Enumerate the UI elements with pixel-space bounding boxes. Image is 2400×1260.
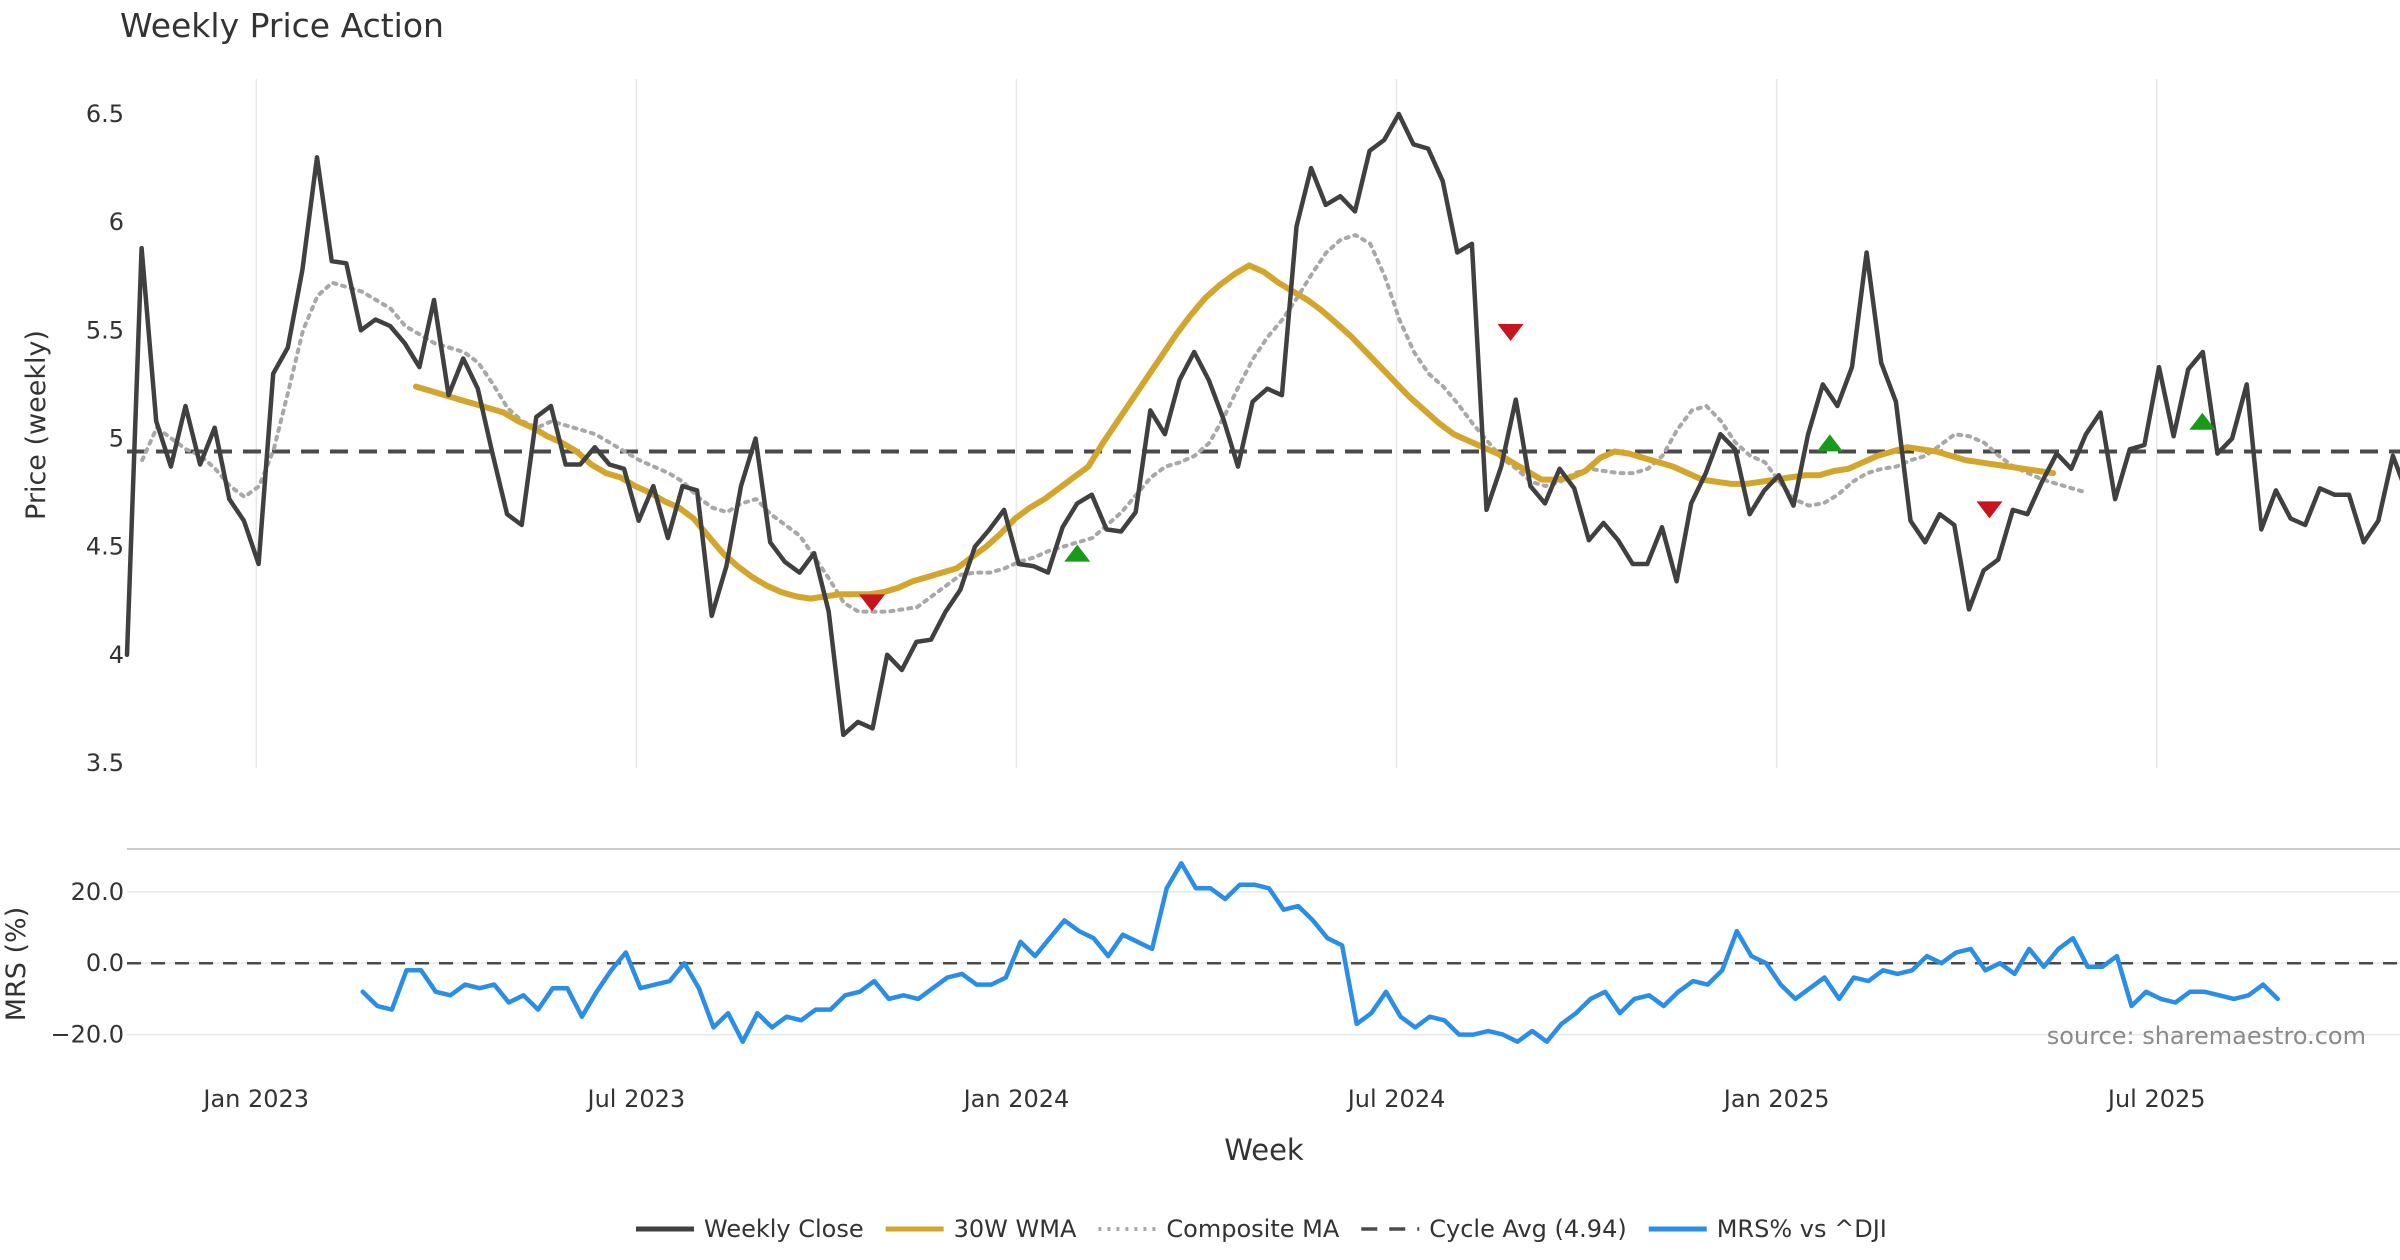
x-tick-label: Jul 2024	[1346, 1085, 1446, 1113]
buy-signal-marker	[2189, 412, 2216, 430]
legend-label-composite: Composite MA	[1166, 1215, 1339, 1243]
mrs-y-tick-label: −20.0	[50, 1021, 124, 1049]
x-tick-label: Jan 2024	[962, 1085, 1070, 1113]
price-y-tick-label: 5.5	[86, 316, 124, 344]
grid	[127, 79, 2400, 1036]
price-y-tick-label: 5	[109, 425, 124, 453]
legend-label-wma: 30W WMA	[954, 1215, 1077, 1243]
price-y-tick-label: 4	[109, 641, 124, 669]
x-axis-label: Week	[1224, 1133, 1304, 1167]
price-y-tick-label: 6	[109, 208, 124, 236]
mrs-y-tick-label: 0.0	[86, 949, 124, 977]
chart-title: Weekly Price Action	[120, 6, 444, 45]
mrs-y-tick-label: 20.0	[71, 878, 124, 906]
series	[124, 111, 2400, 1044]
sell-signal-marker	[858, 594, 885, 612]
buy-signal-marker	[1816, 434, 1843, 452]
x-tick-label: Jul 2023	[585, 1085, 685, 1113]
price-y-axis-label: Price (weekly)	[21, 330, 52, 520]
legend-label-close: Weekly Close	[704, 1215, 864, 1243]
x-tick-label: Jan 2023	[201, 1085, 309, 1113]
mrs-y-axis-label: MRS (%)	[1, 907, 32, 1022]
price-y-tick-label: 3.5	[86, 749, 124, 777]
reference-lines	[127, 449, 2400, 965]
signals	[858, 323, 2216, 612]
series-composite-line	[140, 233, 2089, 614]
legend-label-cycle: Cycle Avg (4.94)	[1429, 1215, 1626, 1243]
ticks: Jan 2023 Jul 2023 Jan 2024 Jul 2024 Jan 2025…	[50, 100, 2205, 1113]
series-close-line	[124, 111, 2400, 738]
legend-label-mrs: MRS% vs ^DJI	[1717, 1215, 1887, 1243]
price-y-tick-label: 4.5	[86, 533, 124, 561]
price-y-tick-label: 6.5	[86, 100, 124, 128]
sell-signal-marker	[1497, 323, 1524, 341]
buy-signal-marker	[1064, 544, 1091, 562]
sell-signal-marker	[1976, 501, 2003, 519]
x-tick-label: Jan 2025	[1722, 1085, 1830, 1113]
legend: Weekly Close 30W WMA Composite MA Cycle Avg…	[636, 1215, 1887, 1243]
series-mrs-line	[360, 861, 2280, 1044]
source-annotation: source: sharemaestro.com	[2047, 1022, 2366, 1050]
x-tick-label: Jul 2025	[2106, 1085, 2206, 1113]
